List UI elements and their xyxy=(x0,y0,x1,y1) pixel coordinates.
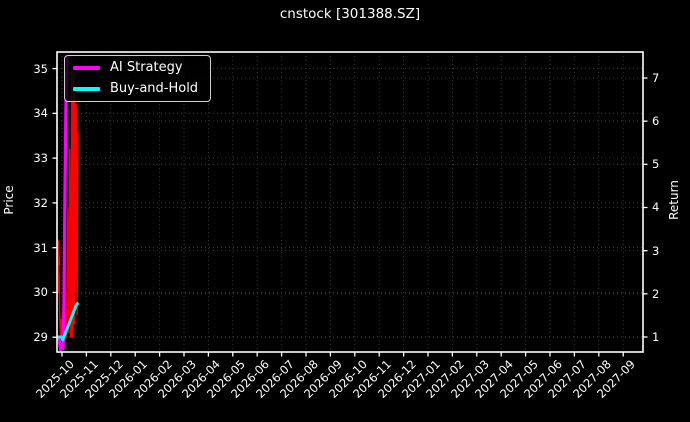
series-buy-and-hold xyxy=(57,301,80,342)
left-tick-label: 32 xyxy=(33,195,48,210)
right-tick-label: 4 xyxy=(652,200,660,215)
left-tick-label: 29 xyxy=(33,330,48,345)
legend-label: Buy-and-Hold xyxy=(110,81,199,96)
right-tick-label: 5 xyxy=(652,157,660,172)
left-tick-label: 35 xyxy=(33,61,48,76)
y-axis-label-return: Return xyxy=(667,180,681,220)
left-tick-label: 31 xyxy=(33,240,48,255)
legend-label: AI Strategy xyxy=(110,60,183,75)
left-tick-label: 34 xyxy=(33,106,48,121)
chart-title: cnstock [301388.SZ] xyxy=(279,6,421,22)
right-tick-label: 1 xyxy=(652,330,660,344)
legend: AI Strategy Buy-and-Hold xyxy=(64,55,211,102)
legend-line-swatch xyxy=(73,66,100,70)
series-ai-strategy xyxy=(57,56,69,352)
left-tick-label: 30 xyxy=(33,285,48,300)
legend-item: Buy-and-Hold xyxy=(65,80,210,98)
right-tick-label: 6 xyxy=(652,114,660,129)
legend-item: AI Strategy xyxy=(65,59,210,77)
right-tick-label: 3 xyxy=(652,243,660,258)
legend-line-swatch xyxy=(73,87,100,91)
right-tick-label: 2 xyxy=(652,286,660,301)
series-price-unlabeled xyxy=(57,67,79,345)
right-tick-label: 7 xyxy=(652,70,660,85)
left-tick-label: 33 xyxy=(33,151,48,166)
